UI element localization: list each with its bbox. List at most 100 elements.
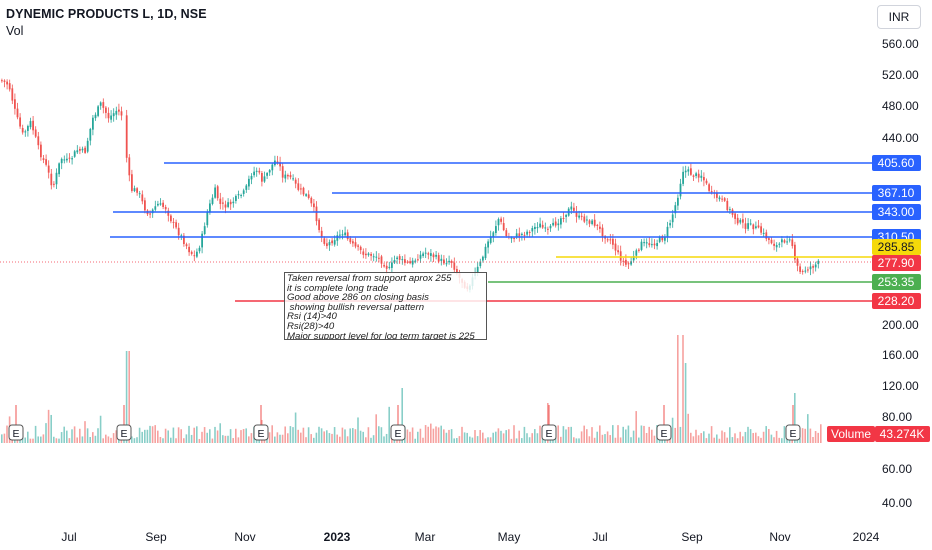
volume-bar [640, 425, 643, 443]
volume-bar [627, 425, 630, 443]
volume-bar [380, 427, 383, 443]
candle-body [333, 240, 336, 245]
annotation-box[interactable]: Taken reversal from support aprox 255 it … [284, 272, 487, 340]
candle-body [344, 232, 346, 236]
candle-body [523, 234, 526, 236]
chart-header: DYNEMIC PRODUCTS L, 1D, NSE Vol [6, 6, 207, 40]
candle-body [253, 171, 255, 176]
volume-bar [565, 429, 567, 443]
candle-body [346, 232, 349, 240]
volume-bar [635, 411, 637, 443]
time-axis: Jul Sep Nov 2023 Mar May Jul Sep Nov 2024 [61, 530, 879, 544]
candle-body [120, 111, 123, 116]
symbol-title[interactable]: DYNEMIC PRODUCTS L, 1D, NSE [6, 7, 207, 21]
candle-body [125, 115, 128, 158]
volume-bar [131, 436, 133, 443]
volume-bar [489, 437, 492, 443]
volume-bar [432, 428, 435, 443]
candle-body [487, 241, 489, 248]
volume-bar [526, 433, 528, 443]
volume-bar [362, 431, 364, 443]
candle-body [357, 245, 359, 247]
candle-body [141, 194, 144, 202]
volume-bar [339, 436, 341, 443]
volume-bar [305, 437, 307, 443]
volume-bar [274, 436, 276, 443]
candle-body [695, 173, 697, 177]
volume-bar [736, 438, 739, 443]
candle-body [612, 238, 614, 245]
price-axis: 560.00 520.00 480.00 440.00 200.00 160.00 120.… [882, 37, 919, 510]
annotation-line: Good above 286 on closing basis [287, 292, 429, 304]
candle-body [658, 237, 661, 242]
candle-body [55, 172, 58, 185]
volume-bar [440, 425, 442, 443]
volume-bar [268, 432, 271, 443]
earnings-marker: E [785, 405, 801, 441]
candle-body [188, 246, 190, 253]
volume-bar [170, 437, 172, 443]
earnings-marker: E [116, 405, 132, 441]
volume-bar [760, 437, 762, 443]
volume-bar [427, 426, 429, 443]
volume-bar [40, 436, 42, 443]
candle-body [448, 260, 450, 263]
candle-body [71, 158, 73, 160]
candle-body [224, 204, 227, 208]
y-tick-label: 80.00 [882, 410, 912, 424]
volume-bar [518, 430, 520, 443]
candle-body [450, 260, 453, 263]
candle-body [651, 244, 653, 246]
candle-body [354, 242, 357, 247]
volume-bar [726, 437, 728, 443]
volume-bar [604, 434, 606, 443]
candle-body [515, 233, 518, 238]
volume-bar [281, 434, 284, 443]
candle-body [640, 241, 643, 250]
volume-bar [211, 438, 214, 443]
volume-bar [365, 437, 367, 443]
candle-body [99, 102, 102, 106]
x-tick-label: Nov [769, 530, 790, 544]
volume-bar [580, 431, 583, 443]
candle-body [370, 253, 372, 256]
price-tag-285.85 [872, 239, 921, 255]
volume-bar [690, 432, 692, 443]
candle-body [752, 224, 755, 230]
volume-bar [424, 425, 427, 443]
candle-body [495, 226, 497, 233]
price-tag-367.10 [872, 185, 921, 201]
volume-bar [162, 438, 164, 443]
volume-bar [188, 425, 190, 443]
candle-body [133, 188, 136, 192]
volume-bar [684, 363, 687, 443]
candle-body [180, 235, 183, 237]
candle-body [289, 175, 292, 178]
volume-bar [601, 434, 604, 443]
candle-body [76, 150, 79, 153]
volume-bar [409, 431, 411, 443]
price-tag-343.00 [872, 204, 921, 220]
volume-indicator-label[interactable]: Vol [6, 24, 24, 38]
volume-bar [367, 427, 370, 443]
candle-body [79, 148, 81, 151]
volume-bar [770, 434, 773, 443]
volume-bar [99, 415, 102, 443]
candle-body [427, 253, 430, 255]
candle-body [632, 256, 635, 261]
candle-body [206, 212, 209, 226]
candle-body [539, 223, 541, 228]
volume-bar [378, 426, 380, 443]
candle-body [645, 242, 648, 244]
candle-body [268, 170, 271, 173]
candle-body [266, 172, 268, 176]
volume-bar [419, 428, 422, 443]
volume-bar [107, 436, 110, 443]
candle-body [708, 184, 710, 191]
volume-bar [456, 438, 458, 443]
candle-body [63, 159, 66, 161]
currency-button[interactable]: INR [877, 5, 921, 29]
volume-bar [323, 431, 325, 443]
volume-bar [752, 433, 754, 443]
